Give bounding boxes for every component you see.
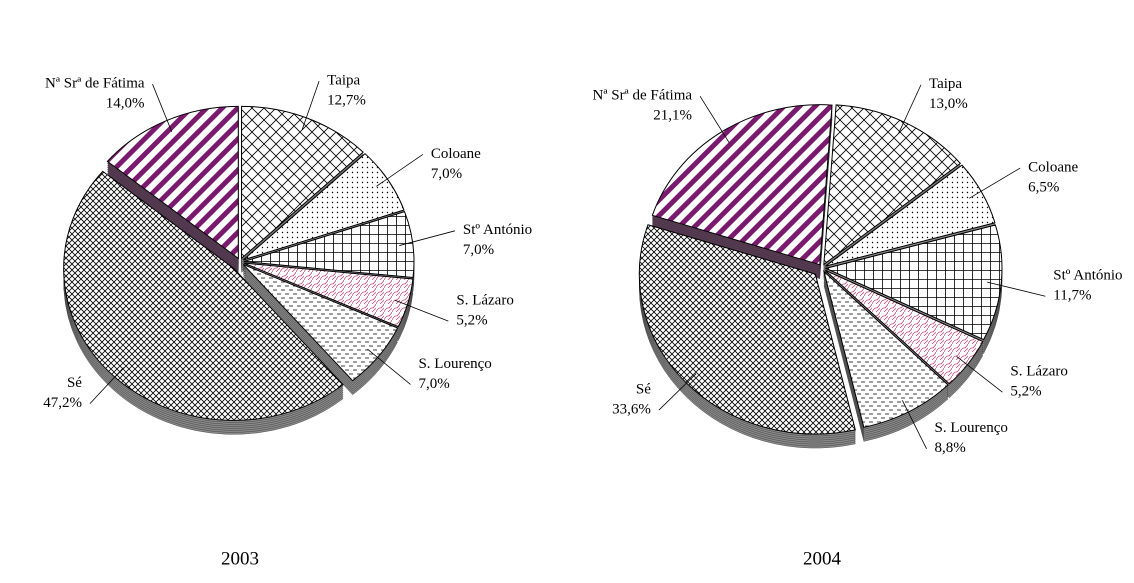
- slice-value-label: 13,0%: [929, 96, 968, 112]
- leader-line: [699, 95, 730, 143]
- leader-line: [89, 367, 124, 404]
- slice-value-label: 5,2%: [456, 313, 487, 329]
- slice: [825, 164, 996, 267]
- slice-label: Stº António: [463, 222, 532, 238]
- slice: [243, 153, 405, 261]
- slice-label: S. Lourenço: [418, 356, 491, 372]
- slice-value-label: 6,5%: [1028, 179, 1059, 195]
- slice-value-label: 21,1%: [653, 108, 692, 124]
- leader-line: [301, 80, 320, 130]
- leader-line: [394, 299, 449, 322]
- slice: [243, 211, 415, 279]
- slice-label: Taipa: [327, 73, 360, 89]
- slice: [823, 269, 949, 428]
- leader-line: [152, 84, 173, 132]
- slice: [242, 263, 399, 382]
- slice-label: Nª Srª de Fátima: [45, 76, 145, 92]
- slice-value-label: 11,7%: [1053, 288, 1091, 304]
- slice-value-label: 8,8%: [935, 440, 966, 456]
- slice-value-label: 7,0%: [463, 242, 494, 258]
- chart-title: 2003: [221, 548, 259, 569]
- leader-line: [658, 373, 697, 411]
- leader-line: [956, 356, 1003, 393]
- leader-line: [987, 281, 1046, 297]
- slice-label: Nª Srª de Fátima: [593, 88, 693, 104]
- slice: [63, 170, 344, 421]
- slice: [638, 224, 856, 435]
- slice-value-label: 7,0%: [418, 376, 449, 392]
- slice: [823, 104, 962, 266]
- leader-line: [376, 154, 424, 187]
- slice-label: Taipa: [929, 76, 962, 92]
- slice: [243, 262, 414, 328]
- slice-label: Sé: [67, 375, 82, 391]
- leader-line: [898, 84, 922, 134]
- slice-label: S. Lázaro: [1010, 364, 1067, 380]
- slice-label: S. Lázaro: [456, 293, 513, 309]
- leader-line: [969, 167, 1021, 199]
- slice-label: Coloane: [1028, 159, 1078, 175]
- slice: [824, 224, 1003, 341]
- leader-line: [902, 400, 927, 449]
- leader-line: [367, 348, 411, 385]
- slice: [241, 105, 364, 260]
- slice-value-label: 5,2%: [1010, 384, 1041, 400]
- slice: [651, 104, 833, 266]
- slice-label: S. Lourenço: [935, 420, 1008, 436]
- chart-title: 2004: [803, 548, 842, 569]
- slice-value-label: 14,0%: [106, 96, 145, 112]
- slice-value-label: 47,2%: [43, 395, 82, 411]
- slice-value-label: 7,0%: [431, 166, 462, 182]
- slice-value-label: 33,6%: [612, 402, 651, 418]
- slice-value-label: 12,7%: [327, 93, 366, 109]
- slice-label: Sé: [636, 382, 651, 398]
- leader-line: [399, 230, 456, 246]
- slice: [106, 105, 239, 260]
- slice-label: Stº António: [1053, 268, 1122, 284]
- slice: [824, 269, 984, 385]
- slice-label: Coloane: [431, 146, 481, 162]
